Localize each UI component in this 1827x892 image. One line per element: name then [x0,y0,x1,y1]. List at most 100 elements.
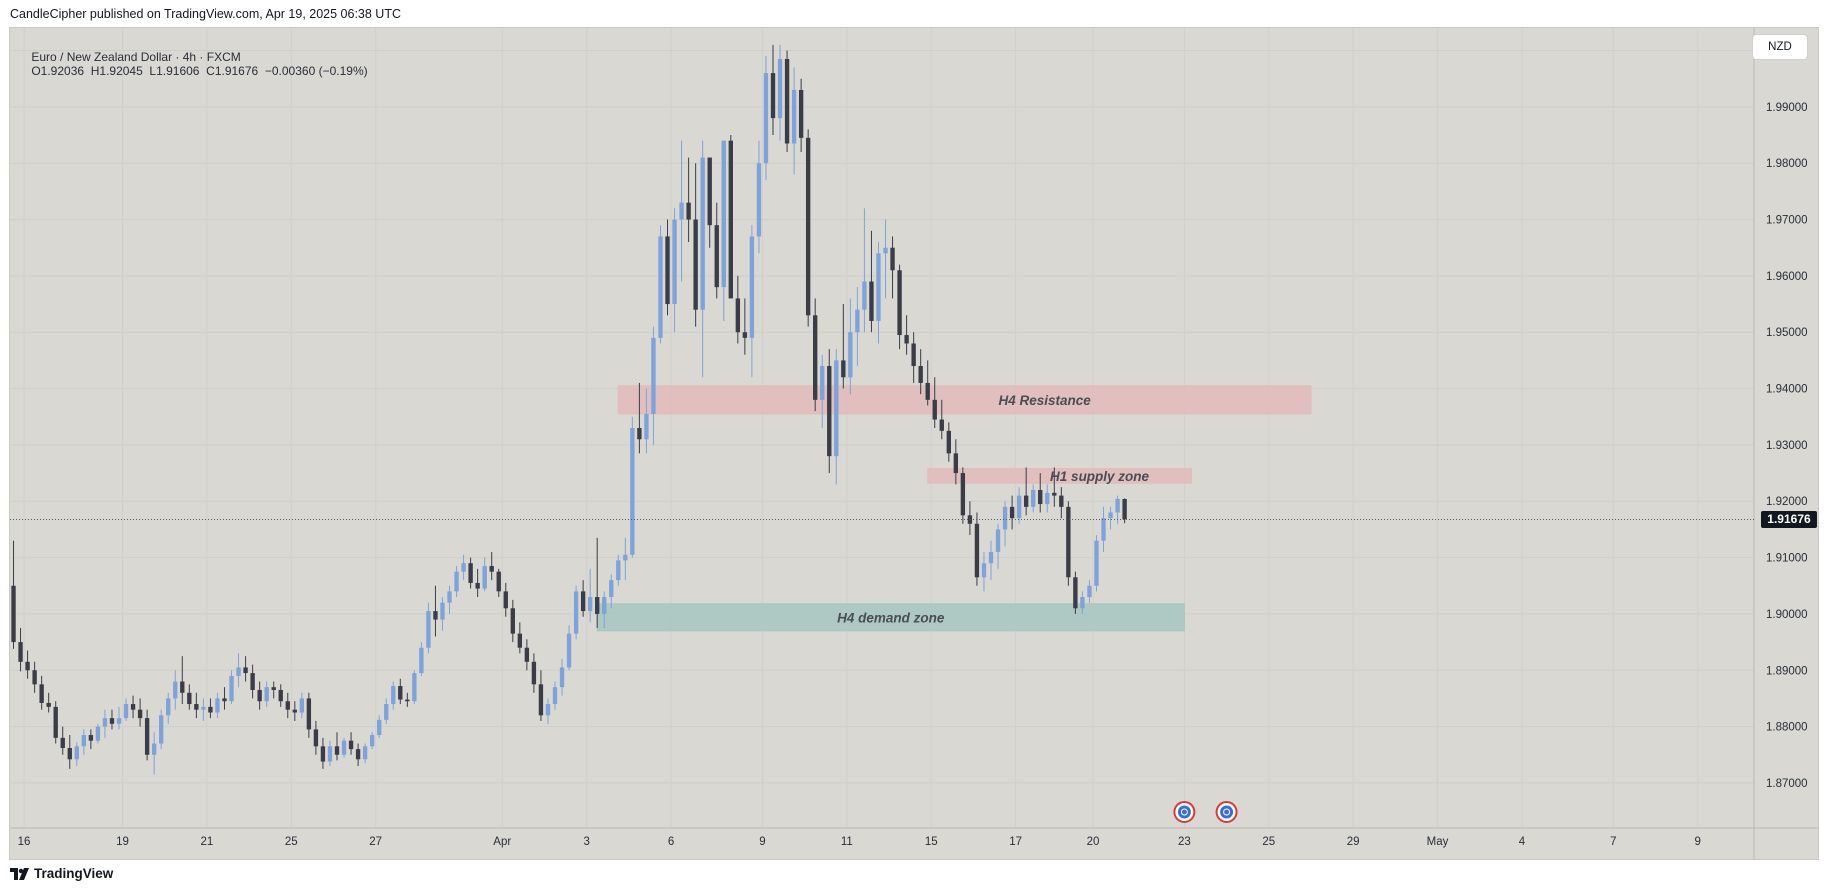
candle-body [1038,489,1043,505]
candle-body [116,718,122,724]
candle-body [306,698,312,730]
y-tick-label: 1.95000 [1766,327,1808,339]
candle-body [679,202,684,220]
y-tick-label: 1.91000 [1766,553,1808,565]
candle-body [271,687,276,690]
event-marker-1[interactable] [1173,801,1196,823]
candle-body [995,529,1001,552]
candle-body [1023,495,1029,507]
candle-body [222,698,227,702]
y-tick-label: 1.90000 [1766,609,1808,621]
y-tick-label: 1.89000 [1766,665,1808,677]
candle-body [644,413,649,440]
candle-body [74,746,79,760]
x-tick-label: May [1427,836,1449,848]
candle-body [988,551,994,564]
zone-labels: H4 Resistance H1 supply zone H4 demand zon… [837,393,1149,625]
x-tick-label: Apr [493,836,511,848]
event-marker-2[interactable] [1215,801,1238,823]
candle-body [1052,492,1057,496]
candle-body [461,563,466,572]
candle-body [609,580,614,598]
candle-body [292,709,297,713]
candle-body [201,706,206,710]
resistance-zone [617,385,1312,415]
candle-body [137,709,143,719]
y-tick-label: 1.99000 [1766,102,1808,114]
candle-body [285,701,290,710]
x-tick-label: 25 [285,836,298,848]
candle-body [602,597,607,614]
published-by-line: CandleCipher published on TradingView.co… [10,7,401,21]
candle-body [426,611,431,648]
candle-body [278,689,283,702]
resistance-zone-label: H4 Resistance [998,393,1091,408]
candle-body [362,746,368,760]
candle-body [25,661,30,671]
currency-badge[interactable]: NZD [1752,34,1808,60]
x-tick-label: 25 [1262,836,1275,848]
candle-body [651,337,656,414]
candle-body [88,735,94,741]
candle-body [960,473,966,516]
candle-body [109,718,115,724]
candle-body [918,366,923,383]
x-tick-label: 9 [1695,836,1701,848]
candle-body [862,281,867,310]
y-tick-label: 1.97000 [1766,215,1808,227]
candle-body [1045,492,1050,505]
last-price-tag: 1.91676 [1761,510,1817,528]
candle-body [1073,577,1078,609]
candle-body [791,89,797,144]
candlestick-chart[interactable]: H4 Resistance H1 supply zone H4 demand zon… [10,28,1818,859]
candle-body [391,686,396,705]
chart-area[interactable]: H4 Resistance H1 supply zone H4 demand zon… [9,27,1819,860]
candle-body [341,740,347,755]
x-tick-label: 17 [1009,836,1022,848]
candle-body [250,673,255,690]
candle-body [707,157,712,226]
candle-body [693,219,698,310]
candle-body [813,315,818,400]
candle-body [798,89,804,138]
candle-body [559,667,565,688]
x-tick-label: 11 [841,836,853,848]
candle-body [876,253,881,321]
candle-body [433,611,438,620]
candle-body [327,746,333,762]
candle-body [686,202,691,220]
candle-body [32,670,37,685]
candle-body [187,692,192,705]
candle-body [805,137,811,316]
candles [11,44,1127,775]
candle-body [637,428,642,440]
candle-body [1087,585,1092,598]
candle-body [60,737,65,748]
candle-body [67,748,72,760]
candle-body [616,560,621,581]
candle-body [1094,540,1099,586]
candle-body [215,698,220,713]
tradingview-logo[interactable]: TradingView [10,866,113,881]
candle-body [355,749,361,760]
flag-icon-core [1220,805,1234,819]
candle-body [46,702,51,707]
y-tick-label: 1.98000 [1766,158,1808,170]
candle-body [749,236,755,338]
candle-body [1122,498,1127,520]
candle-body [981,563,987,578]
y-tick-label: 1.93000 [1766,440,1808,452]
candle-body [573,591,579,634]
candle-body [482,566,487,589]
candle-body [159,715,164,744]
candle-body [1108,512,1113,519]
supply-zone [927,468,1192,484]
candle-body [39,684,44,703]
tradingview-logo-text: TradingView [34,866,114,881]
flag-icon-ring [1180,808,1188,816]
symbol-legend[interactable]: Euro / New Zealand Dollar · 4h · FXCM O1… [18,36,367,92]
event-markers[interactable] [1173,801,1238,823]
candle-body [869,281,874,321]
x-tick-label: 4 [1519,836,1526,848]
candle-body [1066,506,1071,578]
